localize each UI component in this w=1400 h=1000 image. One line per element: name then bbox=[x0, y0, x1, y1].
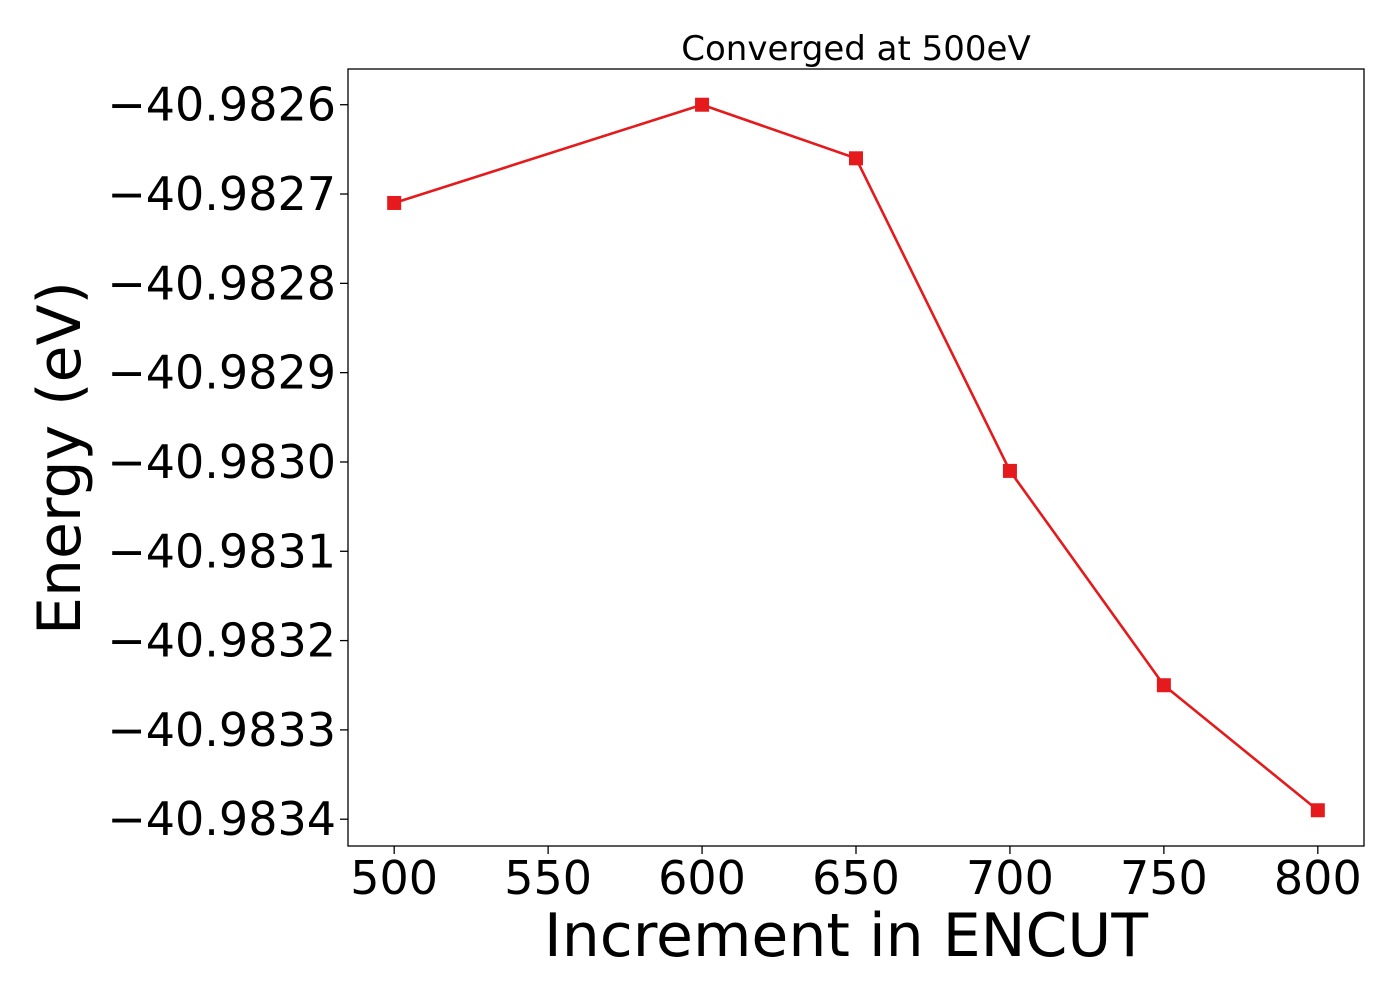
x-tick-label: 500 bbox=[350, 851, 438, 905]
data-point-marker bbox=[387, 195, 402, 210]
y-tick-label: −40.9834 bbox=[107, 792, 336, 846]
data-point-marker bbox=[849, 151, 863, 166]
x-tick-label: 700 bbox=[966, 851, 1054, 905]
data-point-marker bbox=[1156, 678, 1171, 693]
y-tick-label: −40.9828 bbox=[107, 256, 336, 310]
y-tick-label: −40.9833 bbox=[107, 703, 336, 757]
y-tick-label: −40.9830 bbox=[107, 435, 336, 489]
y-tick-label: −40.9831 bbox=[107, 524, 336, 578]
x-axis: 500 550 600 650 700 750 800 bbox=[350, 846, 1362, 905]
x-axis-label: Increment in ENCUT bbox=[544, 901, 1148, 971]
y-axis: −40.9826 −40.9827 −40.9828 −40.9829 −40.9830… bbox=[107, 78, 348, 846]
plot-area-frame bbox=[347, 68, 1365, 847]
x-tick-label: 650 bbox=[812, 851, 900, 905]
data-point-marker bbox=[695, 97, 710, 112]
x-tick-label: 800 bbox=[1274, 851, 1362, 905]
x-tick-label: 550 bbox=[504, 851, 592, 905]
data-point-marker bbox=[1002, 463, 1017, 478]
y-tick-label: −40.9826 bbox=[107, 78, 336, 132]
energy-series bbox=[387, 97, 1325, 818]
series-line bbox=[393, 103, 1319, 812]
data-point-marker bbox=[1310, 803, 1325, 818]
chart-title: Converged at 500eV bbox=[681, 29, 1030, 69]
y-tick-label: −40.9832 bbox=[107, 614, 336, 668]
x-tick-label: 600 bbox=[658, 851, 746, 905]
y-axis-label: Energy (eV) bbox=[25, 281, 95, 635]
x-tick-label: 750 bbox=[1120, 851, 1208, 905]
y-tick-label: −40.9827 bbox=[107, 167, 336, 221]
y-tick-label: −40.9829 bbox=[107, 346, 336, 400]
